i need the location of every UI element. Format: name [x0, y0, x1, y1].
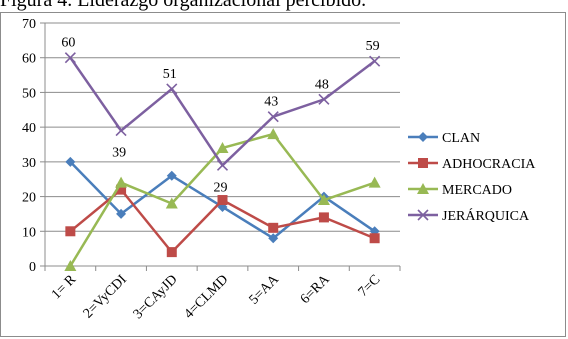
legend-label: MERCADO [442, 183, 512, 198]
y-tick-label: 70 [22, 17, 36, 32]
data-label: 48 [315, 77, 329, 92]
data-point [268, 222, 279, 233]
data-point [267, 111, 279, 123]
data-point-stroke [64, 52, 76, 64]
data-point [115, 125, 127, 137]
data-point-stroke [318, 93, 330, 105]
legend-entry: CLAN [408, 131, 480, 146]
series-mercado [64, 128, 381, 271]
legend-label: ADHOCRACIA [442, 157, 536, 172]
y-tick-label: 0 [29, 260, 36, 275]
data-point [64, 52, 76, 64]
data-point [318, 93, 330, 105]
legend-label: JERÁRQUICA [442, 207, 530, 224]
y-tick-label: 60 [22, 52, 36, 67]
data-point-stroke [216, 159, 229, 171]
series-jerárquica [64, 52, 381, 171]
data-point [369, 55, 381, 67]
x-tick-label: 4=CLMD [182, 272, 232, 322]
x-tick-label: 5=AA [247, 272, 283, 308]
data-point [166, 247, 177, 258]
data-point [115, 176, 128, 188]
data-point [318, 212, 329, 223]
data-point-stroke [166, 83, 178, 95]
data-label: 39 [112, 146, 126, 161]
data-label: 43 [264, 95, 278, 110]
data-label: 59 [366, 39, 380, 54]
data-point [418, 158, 428, 168]
data-point-stroke [115, 125, 127, 137]
data-label: 60 [61, 36, 75, 51]
x-tick-label: 7=C [356, 272, 384, 300]
legend-entry: JERÁRQUICA [408, 207, 530, 224]
data-point [116, 184, 127, 195]
y-tick-label: 40 [22, 121, 36, 136]
data-point-stroke [417, 209, 429, 221]
data-point-stroke [267, 111, 279, 123]
data-point [418, 132, 428, 142]
y-tick-label: 20 [22, 191, 36, 206]
data-point [368, 176, 381, 188]
data-point [216, 159, 229, 171]
legend-label: CLAN [442, 131, 480, 146]
data-point [216, 141, 229, 153]
y-tick-label: 50 [22, 86, 36, 101]
x-tick-label: 6=RA [298, 272, 334, 308]
data-point [166, 83, 178, 95]
x-tick-label: 3=CAyJD [131, 272, 181, 322]
data-point [417, 183, 429, 194]
figure-caption: Figura 4. Liderazgo organizacional perci… [0, 0, 367, 11]
series-adhocracia [65, 184, 380, 258]
data-point [116, 208, 127, 219]
data-point [64, 260, 77, 271]
data-point [317, 194, 330, 206]
chart-frame [0, 12, 566, 337]
y-tick-label: 30 [22, 156, 36, 171]
legend-entry: MERCADO [408, 183, 512, 198]
legend-entry: ADHOCRACIA [408, 157, 536, 172]
data-point [166, 170, 177, 181]
data-point-stroke [369, 55, 381, 67]
data-point [369, 233, 380, 244]
data-point [267, 128, 280, 140]
y-tick-label: 10 [22, 225, 36, 240]
data-label: 51 [163, 67, 177, 82]
data-label: 29 [214, 180, 228, 195]
data-point [165, 197, 178, 209]
x-tick-label: 2=VyCDI [81, 272, 130, 321]
data-point [268, 233, 279, 244]
data-point [417, 209, 429, 221]
data-point [65, 226, 76, 237]
data-point [217, 195, 228, 206]
data-point [65, 156, 76, 167]
x-tick-label: 1= R [49, 272, 80, 303]
